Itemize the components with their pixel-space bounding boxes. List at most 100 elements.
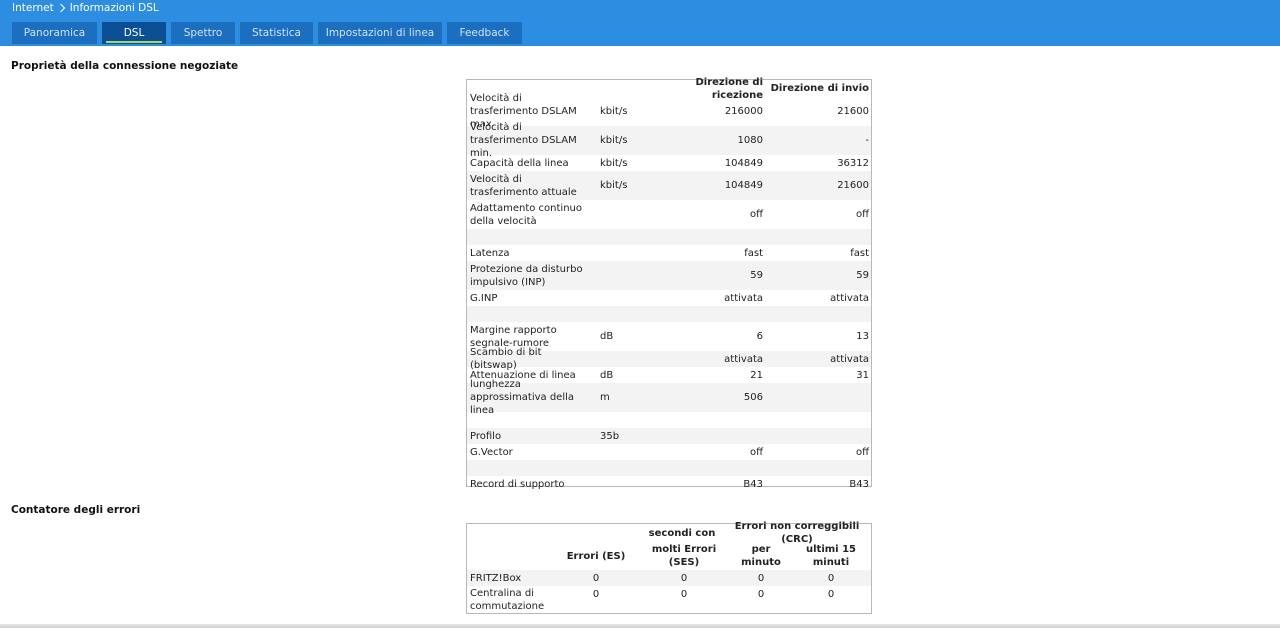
tab-dsl[interactable]: DSL (102, 22, 166, 44)
table-row: lunghezza approssimativa della linea m 506 (467, 379, 871, 416)
row-tx-value: off (855, 209, 869, 220)
breadcrumb-internet[interactable]: Internet (12, 2, 54, 14)
bottom-divider (0, 624, 1280, 628)
row-label (470, 229, 590, 245)
header-per-minute: per minuto (741, 544, 781, 568)
table-row: Velocità di trasferimento attuale kbit/s 1… (467, 171, 871, 200)
row-tx-value: 21600 (837, 106, 869, 117)
table-row: Adattamento continuo della velocità off of… (467, 200, 871, 229)
row-label (470, 306, 590, 322)
row-unit (600, 200, 650, 229)
row-unit (600, 476, 650, 492)
row-rx-value: 506 (743, 392, 763, 403)
header-rx: Direzione di ricezione (695, 76, 763, 101)
cell-per-minute: 0 (757, 572, 765, 584)
row-unit (600, 261, 650, 290)
tab-panoramica[interactable]: Panoramica (12, 22, 97, 44)
table-row: Latenza fast fast (467, 245, 871, 261)
row-rx-value (647, 428, 763, 444)
table-row (467, 229, 871, 245)
row-unit (600, 351, 650, 367)
header-tx: Direzione di invio (770, 83, 869, 94)
table-row: G.Vector off off (467, 444, 871, 460)
tab-feedback[interactable]: Feedback (447, 22, 522, 44)
row-rx-value: off (749, 209, 763, 220)
cell-es: 0 (592, 572, 600, 584)
row-unit: m (600, 392, 610, 403)
row-rx-value: attivata (724, 353, 763, 365)
row-rx-value: B43 (743, 478, 763, 490)
row-rx-value (647, 306, 763, 322)
top-header-bar: Internet Informazioni DSL Panoramica DSL… (0, 0, 1280, 46)
tab-statistica[interactable]: Statistica (240, 22, 313, 44)
row-tx-value (767, 428, 869, 444)
table-row: Margine rapporto segnale-rumore dB 6 13 (467, 322, 871, 351)
row-unit (600, 245, 650, 261)
row-rx-value: 104849 (724, 180, 763, 191)
error-counter-table: secondi con Errori non correggibili (CRC… (466, 521, 872, 614)
header-ses: molti Errori (SES) (651, 544, 717, 568)
tab-bar: Panoramica DSL Spettro Statistica Impost… (12, 22, 527, 44)
row-rx-value: 59 (750, 270, 763, 281)
cell-last-15: 0 (827, 589, 835, 600)
row-rx-value (647, 229, 763, 245)
row-tx-value: 31 (856, 369, 869, 381)
row-unit: dB (600, 331, 614, 342)
breadcrumb: Internet Informazioni DSL (12, 1, 159, 15)
row-unit (600, 460, 650, 476)
table-row (467, 306, 871, 322)
row-tx-value (767, 383, 869, 412)
tab-spettro[interactable]: Spettro (171, 22, 235, 44)
row-label: Profilo (470, 430, 502, 442)
row-tx-value (767, 306, 869, 322)
table-row: Velocità di trasferimento DSLAM min. kbit… (467, 122, 871, 159)
table-row: Profilo 35b (467, 428, 871, 444)
table-group-header-row: secondi con Errori non correggibili (CRC… (467, 521, 871, 545)
row-label: Adattamento continuo della velocità (470, 202, 583, 227)
row-tx-value: attivata (830, 292, 869, 304)
row-label (470, 460, 590, 476)
table-header-row: Errori (ES) molti Errori (SES) per minut… (467, 542, 871, 570)
row-rx-value: 104849 (724, 157, 763, 169)
table-row: Attenuazione di linea dB 21 31 (467, 367, 871, 383)
row-label: Velocità di trasferimento attuale (470, 173, 577, 198)
row-tx-value (767, 412, 869, 428)
row-tx-value: 59 (856, 270, 869, 281)
row-label (470, 412, 590, 428)
row-unit: kbit/s (600, 157, 628, 169)
row-rx-value: fast (744, 247, 763, 259)
cell-per-minute: 0 (757, 589, 765, 600)
row-rx-value: 216000 (724, 106, 763, 117)
row-unit (600, 444, 650, 460)
row-tx-value (767, 229, 869, 245)
row-label: Margine rapporto segnale-rumore (470, 324, 557, 349)
row-label: Scambio di bit (bitswap) (470, 347, 542, 371)
cell-ses: 0 (680, 572, 688, 584)
row-unit: kbit/s (600, 135, 628, 146)
row-label: Protezione da disturbo impulsivo (INP) (470, 263, 583, 288)
header-last-15: ultimi 15 minuti (806, 544, 856, 568)
row-tx-value: off (855, 446, 869, 458)
row-unit: kbit/s (600, 106, 628, 117)
cell-es: 0 (592, 589, 600, 600)
row-label: Centralina di commutazione (470, 588, 545, 612)
section-title-connection: Proprietà della connessione negoziate (11, 60, 239, 72)
row-rx-value: attivata (724, 292, 763, 304)
row-rx-value (647, 412, 763, 428)
row-label: Record di supporto (470, 478, 565, 490)
row-label: G.INP (470, 292, 498, 304)
row-unit (600, 229, 650, 245)
row-label: Velocità di trasferimento DSLAM max. (470, 93, 577, 130)
row-label: lunghezza approssimativa della linea (470, 379, 575, 416)
header-group-crc: Errori non correggibili (CRC) (734, 521, 860, 545)
tab-impostazioni-linea[interactable]: Impostazioni di linea (318, 22, 442, 44)
row-tx-value: attivata (830, 353, 869, 365)
row-label: Latenza (470, 247, 510, 259)
section-title-errors: Contatore degli errori (11, 504, 141, 516)
row-rx-value: 6 (756, 331, 763, 342)
chevron-right-icon (56, 3, 65, 13)
table-row (467, 412, 871, 428)
cell-ses: 0 (680, 589, 688, 600)
row-rx-value: 1080 (737, 135, 763, 146)
row-label: Capacità della linea (470, 157, 569, 169)
